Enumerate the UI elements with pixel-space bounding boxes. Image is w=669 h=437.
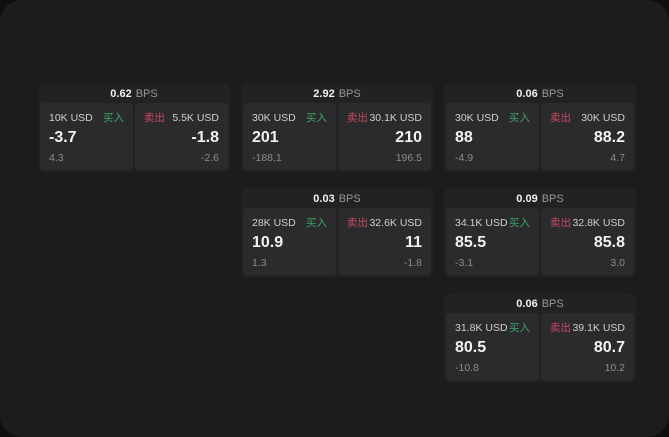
card-header: 2.92 BPS <box>243 85 431 103</box>
sell-price-value: 80.7 <box>593 339 625 357</box>
sell-change-value: -2.6 <box>200 151 219 164</box>
quote-cards-grid: 0.62 BPS 10K USD 买入 -3.7 4.3 卖出 5.5K USD… <box>38 83 636 382</box>
buy-price-value: -3.7 <box>49 129 77 147</box>
buy-size-label: 30K USD <box>455 112 499 124</box>
buy-change-value: -188.1 <box>252 151 282 164</box>
bps-value: 0.03 <box>313 193 335 205</box>
bps-value: 2.92 <box>313 88 335 100</box>
sell-quote-panel[interactable]: 卖出 5.5K USD -1.8 -2.6 <box>135 103 228 170</box>
quote-card: 0.09 BPS 34.1K USD 买入 85.5 -3.1 卖出 32.8K… <box>444 188 636 277</box>
sell-side-label: 卖出 <box>347 217 368 229</box>
sell-side-label: 卖出 <box>144 112 165 124</box>
buy-price-value: 85.5 <box>455 234 487 252</box>
sell-price-value: 11 <box>405 234 422 252</box>
sell-side-label: 卖出 <box>347 112 368 124</box>
buy-size-label: 28K USD <box>252 217 296 229</box>
sell-quote-panel[interactable]: 卖出 39.1K USD 80.7 10.2 <box>541 313 634 380</box>
sell-size-label: 30.1K USD <box>369 112 422 124</box>
buy-side-label: 买入 <box>509 112 530 124</box>
sell-change-value: 4.7 <box>610 151 625 164</box>
sell-quote-panel[interactable]: 卖出 30.1K USD 210 196.5 <box>338 103 431 170</box>
quote-card: 0.62 BPS 10K USD 买入 -3.7 4.3 卖出 5.5K USD… <box>38 83 230 172</box>
bps-unit-label: BPS <box>338 193 361 205</box>
buy-sell-panels: 30K USD 买入 88 -4.9 卖出 30K USD 88.2 4.7 <box>446 103 634 170</box>
buy-sell-panels: 28K USD 买入 10.9 1.3 卖出 32.6K USD 11 -1.8 <box>243 208 431 275</box>
buy-sell-panels: 30K USD 买入 201 -188.1 卖出 30.1K USD 210 1… <box>243 103 431 170</box>
buy-quote-panel[interactable]: 30K USD 买入 88 -4.9 <box>446 103 539 170</box>
sell-quote-panel[interactable]: 卖出 32.8K USD 85.8 3.0 <box>541 208 634 275</box>
quote-card: 0.06 BPS 30K USD 买入 88 -4.9 卖出 30K USD 8… <box>444 83 636 172</box>
sell-quote-panel[interactable]: 卖出 32.6K USD 11 -1.8 <box>338 208 431 275</box>
buy-size-label: 10K USD <box>49 112 93 124</box>
buy-change-value: 4.3 <box>49 151 64 164</box>
buy-price-value: 88 <box>455 129 473 147</box>
bps-unit-label: BPS <box>541 193 564 205</box>
buy-price-value: 201 <box>252 129 279 147</box>
sell-change-value: 3.0 <box>610 256 625 269</box>
sell-size-label: 39.1K USD <box>572 322 625 334</box>
card-header: 0.62 BPS <box>40 85 228 103</box>
buy-sell-panels: 34.1K USD 买入 85.5 -3.1 卖出 32.8K USD 85.8… <box>446 208 634 275</box>
bps-unit-label: BPS <box>541 298 564 310</box>
buy-side-label: 买入 <box>103 112 124 124</box>
buy-side-label: 买入 <box>509 217 530 229</box>
sell-quote-panel[interactable]: 卖出 30K USD 88.2 4.7 <box>541 103 634 170</box>
buy-quote-panel[interactable]: 34.1K USD 买入 85.5 -3.1 <box>446 208 539 275</box>
buy-quote-panel[interactable]: 30K USD 买入 201 -188.1 <box>243 103 336 170</box>
sell-size-label: 32.6K USD <box>369 217 422 229</box>
sell-change-value: 10.2 <box>604 361 625 374</box>
buy-change-value: -3.1 <box>455 256 474 269</box>
quote-card: 0.03 BPS 28K USD 买入 10.9 1.3 卖出 32.6K US… <box>241 188 433 277</box>
buy-side-label: 买入 <box>306 112 327 124</box>
card-header: 0.09 BPS <box>446 190 634 208</box>
card-header: 0.06 BPS <box>446 295 634 313</box>
sell-change-value: 196.5 <box>395 151 422 164</box>
bps-value: 0.62 <box>110 88 132 100</box>
quote-card: 2.92 BPS 30K USD 买入 201 -188.1 卖出 30.1K … <box>241 83 433 172</box>
buy-price-value: 80.5 <box>455 339 487 357</box>
buy-size-label: 31.8K USD <box>455 322 508 334</box>
bps-value: 0.06 <box>516 88 538 100</box>
sell-side-label: 卖出 <box>550 217 571 229</box>
bps-unit-label: BPS <box>541 88 564 100</box>
buy-change-value: 1.3 <box>252 256 267 269</box>
sell-change-value: -1.8 <box>403 256 422 269</box>
sell-side-label: 卖出 <box>550 322 571 334</box>
sell-price-value: 210 <box>395 129 422 147</box>
card-header: 0.03 BPS <box>243 190 431 208</box>
bps-unit-label: BPS <box>338 88 361 100</box>
sell-price-value: 88.2 <box>593 129 625 147</box>
sell-side-label: 卖出 <box>550 112 571 124</box>
quote-card: 0.06 BPS 31.8K USD 买入 80.5 -10.8 卖出 39.1… <box>444 293 636 382</box>
sell-size-label: 32.8K USD <box>572 217 625 229</box>
sell-size-label: 5.5K USD <box>172 112 219 124</box>
buy-price-value: 10.9 <box>252 234 284 252</box>
buy-size-label: 34.1K USD <box>455 217 508 229</box>
buy-sell-panels: 10K USD 买入 -3.7 4.3 卖出 5.5K USD -1.8 -2.… <box>40 103 228 170</box>
buy-quote-panel[interactable]: 31.8K USD 买入 80.5 -10.8 <box>446 313 539 380</box>
card-header: 0.06 BPS <box>446 85 634 103</box>
buy-side-label: 买入 <box>509 322 530 334</box>
bps-value: 0.06 <box>516 298 538 310</box>
bps-value: 0.09 <box>516 193 538 205</box>
sell-price-value: -1.8 <box>191 129 219 147</box>
buy-size-label: 30K USD <box>252 112 296 124</box>
buy-quote-panel[interactable]: 28K USD 买入 10.9 1.3 <box>243 208 336 275</box>
sell-price-value: 85.8 <box>593 234 625 252</box>
buy-change-value: -10.8 <box>455 361 479 374</box>
buy-quote-panel[interactable]: 10K USD 买入 -3.7 4.3 <box>40 103 133 170</box>
buy-change-value: -4.9 <box>455 151 474 164</box>
sell-size-label: 30K USD <box>581 112 625 124</box>
buy-side-label: 买入 <box>306 217 327 229</box>
buy-sell-panels: 31.8K USD 买入 80.5 -10.8 卖出 39.1K USD 80.… <box>446 313 634 380</box>
bps-unit-label: BPS <box>135 88 158 100</box>
